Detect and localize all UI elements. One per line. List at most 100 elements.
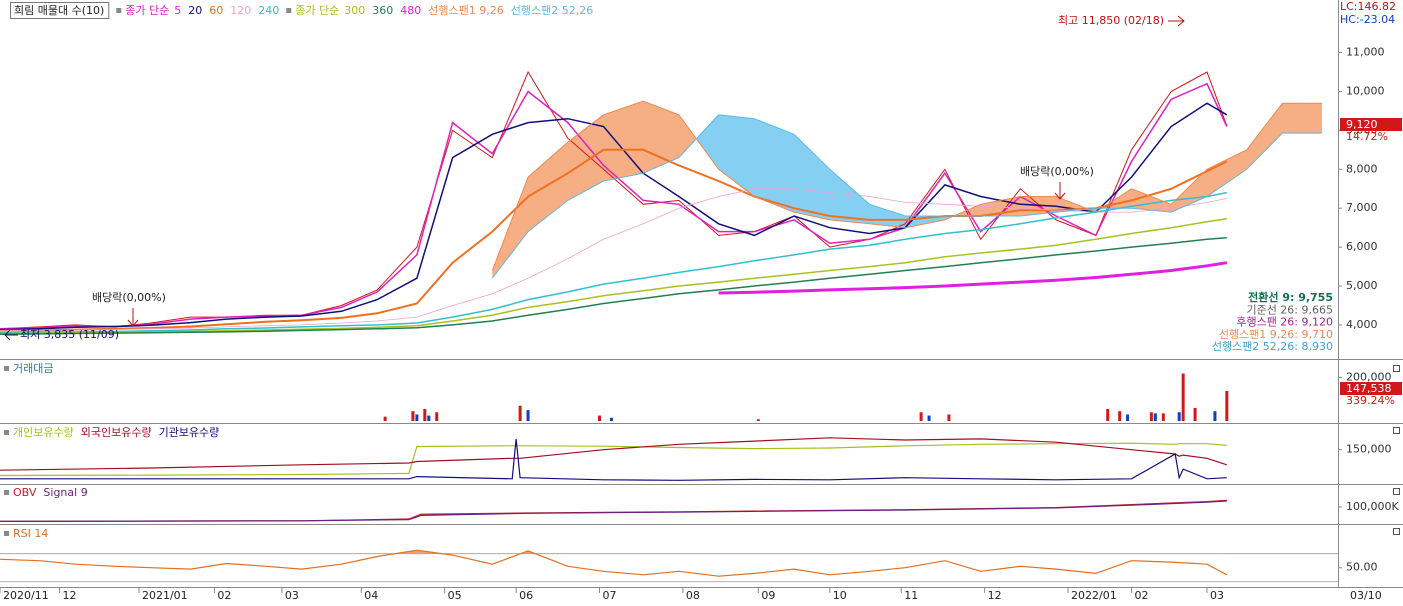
bar bbox=[427, 415, 431, 421]
bar bbox=[919, 412, 923, 421]
series-line bbox=[491, 114, 1323, 279]
x-tick-label: 09 bbox=[761, 589, 775, 602]
bar bbox=[1149, 412, 1153, 421]
ichimoku-readout: 후행스팬 26: 9,120 bbox=[1236, 316, 1333, 329]
series-line bbox=[491, 100, 1323, 271]
legend-icon bbox=[116, 8, 122, 13]
frame bbox=[0, 0, 1403, 588]
date-label: 03/10 bbox=[1350, 589, 1382, 602]
x-tick-label: 2020/11 bbox=[3, 589, 49, 602]
bar bbox=[1213, 411, 1217, 421]
bar bbox=[415, 414, 419, 421]
bar bbox=[598, 415, 602, 421]
panel-icon[interactable] bbox=[1393, 427, 1400, 434]
legend-icon bbox=[4, 531, 9, 536]
series-line bbox=[0, 191, 1227, 334]
legend-icon bbox=[4, 366, 9, 371]
legend-entry: 외국인보유수량 bbox=[81, 426, 152, 439]
series-line bbox=[0, 237, 1227, 336]
ichimoku-readout: 전환선 9: 9,755 bbox=[1248, 290, 1333, 304]
x-tick-label: 05 bbox=[448, 589, 462, 602]
annotation-arrow bbox=[4, 329, 18, 341]
x-tick-label: 11 bbox=[904, 589, 918, 602]
legend-entry: 개인보유수량 bbox=[13, 426, 74, 439]
y-tick-label: 8,000 bbox=[1346, 162, 1378, 175]
series-line bbox=[0, 549, 1228, 577]
legend-entry: 기관보유수량 bbox=[159, 426, 220, 439]
legend-icon bbox=[4, 490, 9, 495]
last-change: 14.72% bbox=[1346, 130, 1388, 143]
title-box bbox=[10, 2, 110, 19]
series-line bbox=[0, 500, 1227, 522]
legend-entry: 480 bbox=[400, 4, 421, 17]
annotation: 배당락(0,00%) bbox=[92, 291, 166, 304]
legend-entry: 선행스팬2 52,26 bbox=[511, 4, 593, 17]
y-tick-label: 5,000 bbox=[1346, 279, 1378, 292]
series-line bbox=[0, 82, 1228, 330]
bar bbox=[435, 412, 439, 421]
legend-entry: 선행스팬1 9,26 bbox=[428, 4, 503, 17]
legend-entry: 20 bbox=[188, 4, 202, 17]
legend-entry: RSI 14 bbox=[13, 527, 48, 540]
bar bbox=[947, 414, 951, 421]
annotation: 최고 11,850 (02/18) bbox=[1058, 14, 1164, 27]
last-value-box bbox=[1340, 382, 1402, 395]
legend-entry: Signal 9 bbox=[43, 486, 87, 499]
legend-entry: 240 bbox=[258, 4, 279, 17]
bar bbox=[756, 419, 760, 421]
x-tick-label: 06 bbox=[519, 589, 533, 602]
bar bbox=[411, 411, 415, 421]
series-line bbox=[0, 437, 1227, 471]
series-line bbox=[0, 217, 1227, 335]
x-tick-label: 2021/01 bbox=[142, 589, 188, 602]
annotation-arrow bbox=[1168, 15, 1185, 27]
y-tick-label: 150,000 bbox=[1346, 443, 1392, 456]
last-change: 339.24% bbox=[1346, 394, 1395, 407]
chart-title: 희림 매물대 수(10) bbox=[14, 4, 104, 17]
legend-label: 종가 단순 bbox=[125, 4, 169, 17]
last-price: 9,120 bbox=[1346, 118, 1378, 131]
y-tick-label: 4,000 bbox=[1346, 318, 1378, 331]
legend-icon bbox=[4, 430, 9, 435]
annotation-arrow bbox=[127, 308, 139, 327]
axis-info: LC:146.82 bbox=[1340, 0, 1396, 13]
ichimoku-readout: 기준선 26: 9,665 bbox=[1246, 303, 1333, 316]
x-tick-label: 04 bbox=[364, 589, 378, 602]
bar bbox=[518, 405, 522, 421]
bar bbox=[1126, 414, 1130, 421]
y-tick-label: 10,000 bbox=[1346, 84, 1385, 97]
x-tick-label: 08 bbox=[686, 589, 700, 602]
legend-entry: 360 bbox=[372, 4, 393, 17]
y-tick-label: 100,000K bbox=[1346, 500, 1399, 513]
legend-icon bbox=[286, 8, 292, 13]
bar bbox=[927, 415, 931, 421]
series-line bbox=[0, 70, 1228, 330]
bar bbox=[1225, 390, 1229, 421]
x-tick-label: 03 bbox=[1210, 589, 1224, 602]
y-tick-label: 11,000 bbox=[1346, 46, 1385, 59]
panel-icon[interactable] bbox=[1393, 488, 1400, 495]
x-tick-label: 2022/01 bbox=[1071, 589, 1117, 602]
last-value: 147,538 bbox=[1346, 382, 1392, 395]
annotation: 배당락(0,00%) bbox=[1020, 165, 1094, 178]
ichimoku-readout: 선행스팬1 9,26: 9,710 bbox=[1219, 328, 1333, 341]
x-tick-label: 12 bbox=[988, 589, 1002, 602]
y-tick-label: 6,000 bbox=[1346, 240, 1378, 253]
y-tick-label: 7,000 bbox=[1346, 201, 1378, 214]
panel-icon[interactable] bbox=[1393, 365, 1400, 372]
series-line bbox=[0, 438, 1227, 481]
bar bbox=[1153, 413, 1157, 421]
y-tick-label: 50.00 bbox=[1346, 561, 1378, 574]
legend-entry: OBV bbox=[13, 486, 37, 499]
bar bbox=[1106, 409, 1110, 421]
series-line bbox=[0, 442, 1227, 477]
legend-entry: 300 bbox=[344, 4, 365, 17]
annotation-arrow bbox=[1054, 182, 1066, 200]
series-line bbox=[718, 261, 1228, 295]
axis-info: HC:-23.04 bbox=[1340, 13, 1395, 26]
panel-icon[interactable] bbox=[1393, 528, 1400, 535]
bar bbox=[383, 416, 387, 421]
last-price-box bbox=[1340, 118, 1402, 131]
x-tick-label: 03 bbox=[285, 589, 299, 602]
